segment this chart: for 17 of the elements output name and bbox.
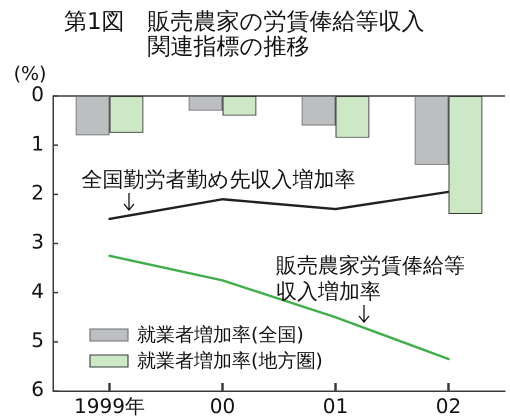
y-axis-title: (%) xyxy=(14,62,46,85)
x-tick-label: 00 xyxy=(210,394,236,418)
y-tick-label: 6 xyxy=(31,377,44,402)
chart-title: 第1図 販売農家の労賃俸給等収入関連指標の推移 xyxy=(64,9,426,60)
y-tick-label: 0 xyxy=(31,82,44,106)
series-label: 販売農家労賃俸給等収入増加率 xyxy=(276,254,465,304)
y-tick-label: 3 xyxy=(31,230,44,254)
x-tick-label: 02 xyxy=(436,394,462,418)
y-tick-label: 4 xyxy=(31,278,44,303)
y-tick-label: 5 xyxy=(31,328,44,352)
legend-label: 就業者増加率(地方圏) xyxy=(137,350,323,372)
x-tick-label: 01 xyxy=(322,394,348,418)
legend-label: 就業者増加率(全国) xyxy=(137,324,304,346)
x-tick-label: 1999年 xyxy=(74,394,145,418)
y-tick-label: 2 xyxy=(31,180,44,205)
y-tick-label: 1 xyxy=(31,131,44,156)
series-label: 全国勤労者勤め先収入増加率 xyxy=(82,168,356,192)
